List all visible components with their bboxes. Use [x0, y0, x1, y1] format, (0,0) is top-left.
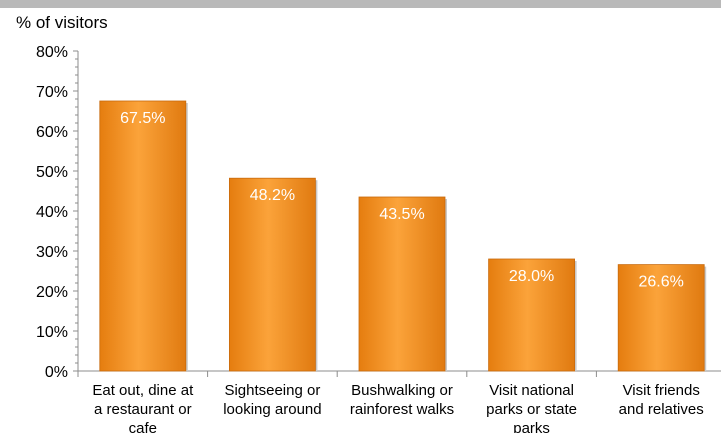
category-label-line: parks — [513, 420, 550, 433]
y-tick-label: 0% — [45, 364, 68, 381]
bar-value-label: 26.6% — [639, 274, 684, 291]
y-tick-label: 80% — [36, 44, 68, 61]
bar — [358, 196, 446, 372]
category-label-line: Bushwalking or — [351, 382, 453, 399]
bar — [99, 100, 187, 372]
category-label-line: looking around — [223, 401, 321, 418]
category-label-line: a restaurant or — [94, 401, 192, 418]
bar — [228, 177, 316, 372]
bar-value-label: 67.5% — [120, 110, 165, 127]
bar — [617, 264, 705, 372]
y-tick-label: 50% — [36, 164, 68, 181]
y-tick-label: 60% — [36, 124, 68, 141]
y-tick-label: 10% — [36, 324, 68, 341]
category-label: Eat out, dine at a restaurant or cafe — [92, 382, 194, 433]
category-label: Sightseeing or looking around — [223, 382, 321, 418]
bar-value-label: 43.5% — [379, 206, 424, 223]
category-label-line: parks or state — [486, 401, 577, 418]
bar — [488, 258, 576, 372]
category-label-line: Eat out, dine at — [92, 382, 194, 399]
y-tick-label: 20% — [36, 284, 68, 301]
category-label: Visit national parks or state parks — [486, 382, 577, 433]
category-label: Visit friends and relatives — [619, 382, 704, 418]
bar-value-label: 28.0% — [509, 268, 554, 285]
category-label-line: cafe — [129, 420, 157, 433]
category-label-line: Visit friends — [623, 382, 700, 399]
y-tick-label: 70% — [36, 84, 68, 101]
bar-value-label: 48.2% — [250, 187, 295, 204]
y-tick-label: 40% — [36, 204, 68, 221]
category-label-line: rainforest walks — [350, 401, 454, 418]
category-label-line: and relatives — [619, 401, 704, 418]
y-axis-title: % of visitors — [16, 13, 108, 32]
y-tick-label: 30% — [36, 244, 68, 261]
category-label-line: Visit national — [489, 382, 574, 399]
category-label-line: Sightseeing or — [224, 382, 320, 399]
category-label: Bushwalking or rainforest walks — [350, 382, 454, 418]
top-band — [0, 0, 721, 8]
